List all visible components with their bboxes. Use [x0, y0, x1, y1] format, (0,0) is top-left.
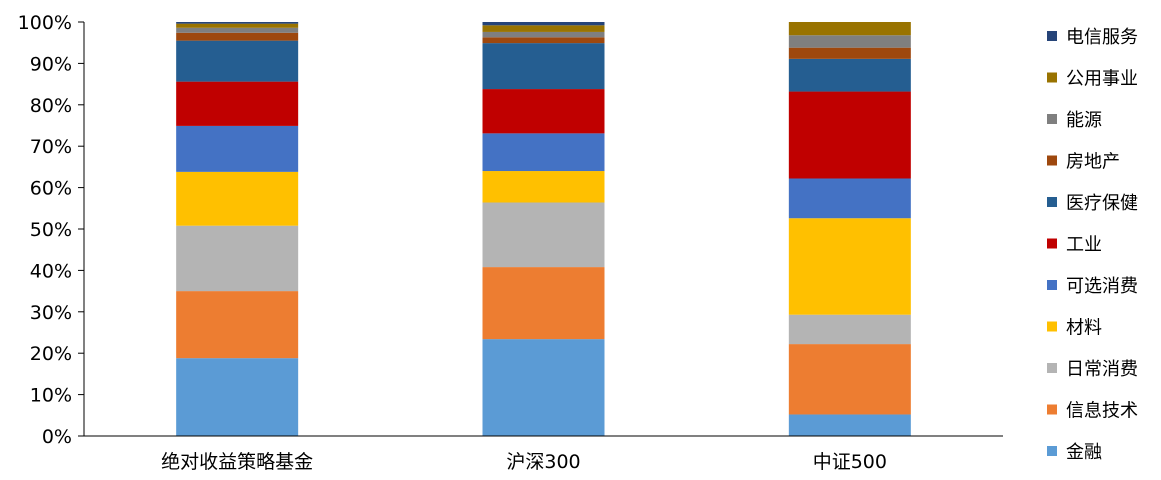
- bar-segment: [176, 171, 299, 226]
- legend-label: 房地产: [1066, 152, 1120, 173]
- bar-segment: [176, 125, 299, 172]
- legend-label: 材料: [1066, 318, 1102, 339]
- x-category-label: 中证500: [813, 451, 887, 473]
- legend-swatch: [1047, 446, 1057, 456]
- bar-segment: [788, 344, 911, 415]
- y-tick-label: 100%: [18, 12, 72, 34]
- legend-swatch: [1047, 114, 1057, 124]
- legend-swatch: [1047, 155, 1057, 166]
- y-axis: 0% 10% 20% 30% 40% 50% 60% 70% 80% 90% 100%: [18, 12, 85, 448]
- bar-segment: [482, 171, 605, 203]
- legend-label: 医疗保健: [1066, 193, 1138, 214]
- legend-label: 可选消费: [1066, 276, 1138, 297]
- bar-segment: [482, 267, 605, 340]
- legend-label: 信息技术: [1066, 401, 1138, 422]
- bar-segment: [482, 133, 605, 172]
- x-category-label: 绝对收益策略基金: [161, 451, 313, 473]
- bar-segment: [482, 37, 605, 44]
- bar-segment: [788, 35, 911, 48]
- y-tick-label: 60%: [30, 178, 72, 200]
- legend-swatch: [1047, 238, 1057, 249]
- bar-segment: [176, 358, 299, 436]
- bar-segment: [788, 47, 911, 59]
- bar-segment: [176, 225, 299, 292]
- bar-segment: [788, 314, 911, 345]
- legend-swatch: [1047, 197, 1057, 207]
- bar-segment: [176, 22, 299, 24]
- bar-segment: [176, 23, 299, 28]
- bar-segment: [788, 178, 911, 219]
- legend-label: 工业: [1066, 235, 1102, 256]
- bar-segment: [482, 339, 605, 436]
- bar-segment: [788, 22, 911, 36]
- bar-segment: [176, 40, 299, 82]
- bar-segment: [176, 27, 299, 33]
- legend-label: 电信服务: [1066, 27, 1138, 48]
- x-axis: 绝对收益策略基金 沪深300 中证500: [84, 435, 1003, 473]
- legend-swatch: [1047, 72, 1057, 83]
- bar-segment: [482, 22, 605, 26]
- y-tick-label: 80%: [30, 95, 72, 117]
- legend-swatch: [1047, 404, 1057, 415]
- bar-segment: [176, 81, 299, 126]
- y-tick-label: 20%: [30, 343, 72, 365]
- x-category-label: 沪深300: [506, 451, 580, 473]
- y-tick-label: 90%: [30, 53, 72, 75]
- bar-segment: [482, 31, 605, 38]
- bars: [176, 22, 911, 436]
- bar-segment: [788, 91, 911, 179]
- legend-label: 能源: [1066, 110, 1102, 131]
- bar-segment: [788, 218, 911, 315]
- legend-label: 日常消费: [1066, 359, 1138, 380]
- legend-swatch: [1047, 363, 1057, 373]
- bar-segment: [176, 291, 299, 359]
- bar-segment: [482, 202, 605, 268]
- bar-segment: [482, 89, 605, 134]
- legend-swatch: [1047, 280, 1057, 290]
- y-tick-label: 0%: [42, 426, 72, 448]
- y-tick-label: 30%: [30, 302, 72, 324]
- bar-segment: [176, 32, 299, 41]
- legend-swatch: [1047, 31, 1057, 41]
- y-tick-label: 40%: [30, 260, 72, 282]
- y-tick-label: 70%: [30, 136, 72, 158]
- bar-segment: [788, 58, 911, 92]
- legend-swatch: [1047, 321, 1057, 332]
- y-tick-label: 10%: [30, 385, 72, 407]
- bar-segment: [482, 43, 605, 90]
- bar-segment: [482, 25, 605, 32]
- legend-label: 公用事业: [1066, 69, 1138, 90]
- legend-label: 金融: [1066, 442, 1102, 463]
- y-tick-label: 50%: [30, 219, 72, 241]
- bar-segment: [788, 414, 911, 436]
